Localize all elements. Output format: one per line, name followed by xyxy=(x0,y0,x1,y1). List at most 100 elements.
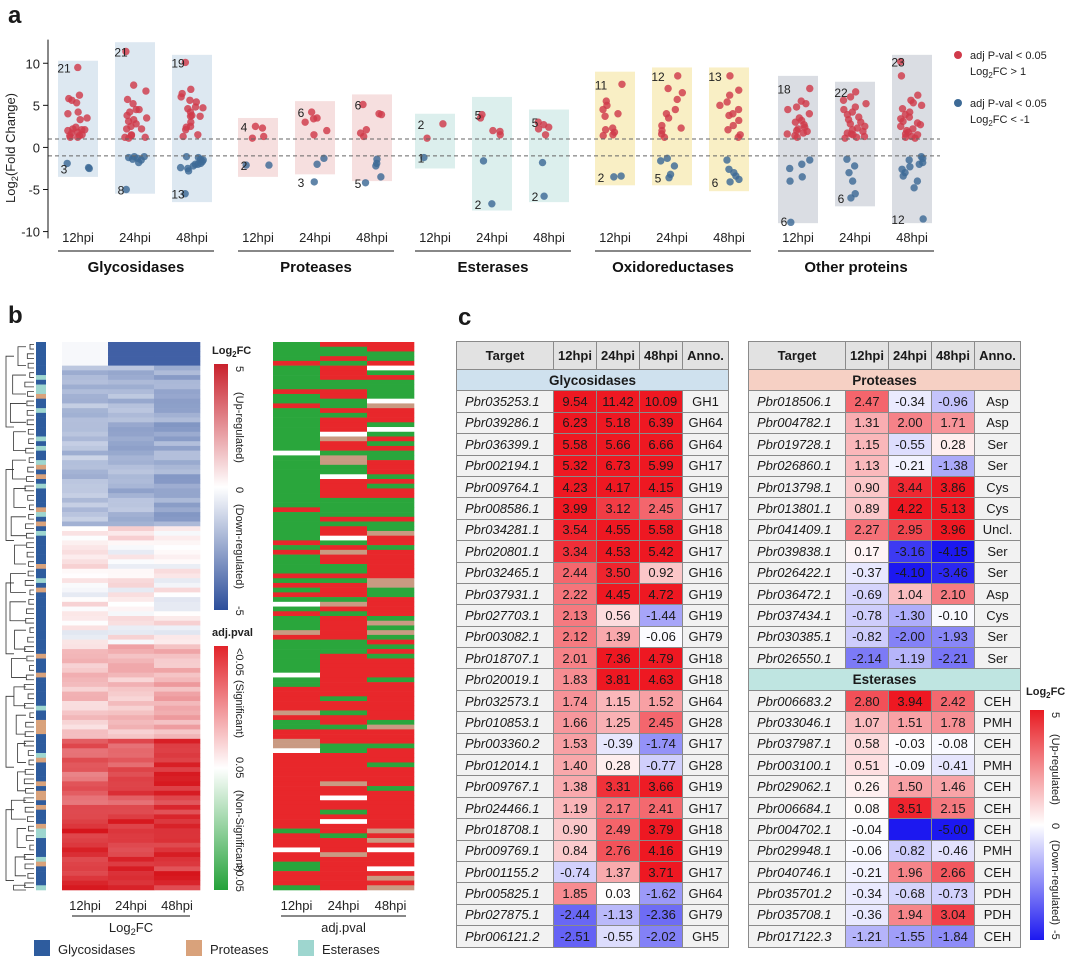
annotation-cell xyxy=(36,880,46,886)
heatmap-cell xyxy=(62,592,109,598)
table-row: Pbr001155.2 -0.74 1.37 3.71 GH17 xyxy=(456,860,729,884)
annotation-cell xyxy=(36,356,46,362)
pval-cell xyxy=(367,724,415,730)
down-point xyxy=(787,218,795,227)
heatmap-cell xyxy=(108,625,155,631)
heatmap-cell xyxy=(108,384,155,390)
pval-cell xyxy=(273,719,321,725)
x-tick-label: 24hpi xyxy=(656,230,688,245)
pval-cell xyxy=(367,431,415,437)
pval-cell xyxy=(320,573,368,579)
annotation-cell: GH1 xyxy=(682,390,729,413)
value-cell: 9.54 xyxy=(553,390,597,413)
dendrogram-branch xyxy=(5,355,14,428)
pval-cell xyxy=(273,871,321,877)
table-row: Pbr035708.1 -0.36 1.94 3.04 PDH xyxy=(748,903,1021,927)
target-cell: Pbr035708.1 xyxy=(748,903,846,927)
annotation-cell: GH19 xyxy=(682,839,729,862)
heatmap-cell xyxy=(108,847,155,853)
dendrogram-branch xyxy=(29,372,34,378)
up-point xyxy=(664,114,673,122)
value-cell: 1.51 xyxy=(888,711,932,734)
heatmap-cell xyxy=(62,667,109,673)
annotation-cell: GH64 xyxy=(682,433,729,456)
heatmap-cell xyxy=(108,809,155,815)
pval-cell xyxy=(273,833,321,839)
heatmap-cell xyxy=(62,526,109,532)
pval-cell xyxy=(367,729,415,735)
up-point xyxy=(66,133,74,142)
heatmap-cell xyxy=(62,686,109,692)
annotation-cell xyxy=(36,554,46,560)
value-cell: -1.30 xyxy=(888,604,932,627)
dendrogram-branch xyxy=(13,686,26,707)
pval-cell xyxy=(320,592,368,598)
dendrogram-branch xyxy=(5,695,14,768)
heatmap-cell xyxy=(62,781,109,787)
heatmap-cell xyxy=(154,875,201,881)
dendrogram-branch xyxy=(9,403,26,423)
dendrogram-branch xyxy=(25,721,34,728)
pval-cell xyxy=(273,729,321,735)
value-cell: 2.41 xyxy=(639,796,683,820)
down-point xyxy=(538,158,547,167)
pval-cell xyxy=(273,549,321,555)
heatmap-cell xyxy=(62,743,109,749)
pval-cell xyxy=(367,578,415,584)
fc-colorbar-min: -5 xyxy=(233,606,245,616)
table-header-cell: 24hpi xyxy=(596,341,640,370)
pval-cell xyxy=(320,852,368,858)
heatmap-cell xyxy=(154,469,201,475)
table-row: Pbr037987.1 0.58 -0.03 -0.08 CEH xyxy=(748,732,1021,756)
annotation-cell: Ser xyxy=(974,540,1021,563)
heatmap-cell xyxy=(62,852,109,858)
down-point xyxy=(176,163,185,172)
down-point xyxy=(665,174,673,182)
y-tick-label: -10 xyxy=(21,225,40,240)
heatmap-cell xyxy=(108,346,155,352)
pval-cell xyxy=(273,393,321,399)
pval-cell xyxy=(273,800,321,806)
up-point xyxy=(601,112,609,120)
heatmap-cell xyxy=(154,809,201,815)
protease-esterase-table: Target 12hpi 24hpi 48hpi Anno. Proteases Pbr01… xyxy=(748,341,1021,948)
heatmap-cell xyxy=(108,417,155,423)
pval-cell xyxy=(273,384,321,390)
pval-cell xyxy=(320,880,368,886)
pval-cell xyxy=(367,795,415,801)
table-header-cell: Target xyxy=(748,341,846,370)
table-row: Pbr013798.1 0.90 3.44 3.86 Cys xyxy=(748,475,1021,499)
dendrogram-branch xyxy=(5,809,14,881)
up-point xyxy=(362,126,371,134)
annotation-cell: GH19 xyxy=(682,582,729,606)
pval-cell xyxy=(367,767,415,773)
pval-cell xyxy=(320,365,368,371)
annotation-cell: CEH xyxy=(974,775,1021,798)
pval-cell xyxy=(367,497,415,503)
up-point xyxy=(852,133,861,142)
annotation-cell xyxy=(36,365,46,371)
table-colorbar-lower-label: (Down-regulated) xyxy=(1049,840,1061,925)
dendrogram-branch xyxy=(13,884,26,891)
down-point xyxy=(320,154,328,163)
pval-cell xyxy=(273,356,321,362)
annotation-cell xyxy=(36,601,46,607)
heatmap-cell xyxy=(108,819,155,825)
value-cell: 1.31 xyxy=(845,411,889,435)
dendrogram-branch xyxy=(25,447,34,454)
heatmap-cell xyxy=(108,875,155,881)
target-cell: Pbr018707.1 xyxy=(456,647,554,670)
strip-background xyxy=(778,75,818,224)
target-cell: Pbr026422.1 xyxy=(748,561,846,584)
up-point xyxy=(716,101,724,110)
pval-cell xyxy=(273,866,321,872)
heatmap-cell xyxy=(154,587,201,593)
pval-cell xyxy=(367,346,415,352)
annotation-cell xyxy=(36,412,46,418)
annotation-cell xyxy=(36,436,46,442)
annotation-cell xyxy=(36,639,46,645)
pval-cell xyxy=(320,582,368,588)
up-point xyxy=(799,129,808,137)
heatmap-cell xyxy=(62,389,109,395)
heatmap-cell xyxy=(62,833,109,839)
